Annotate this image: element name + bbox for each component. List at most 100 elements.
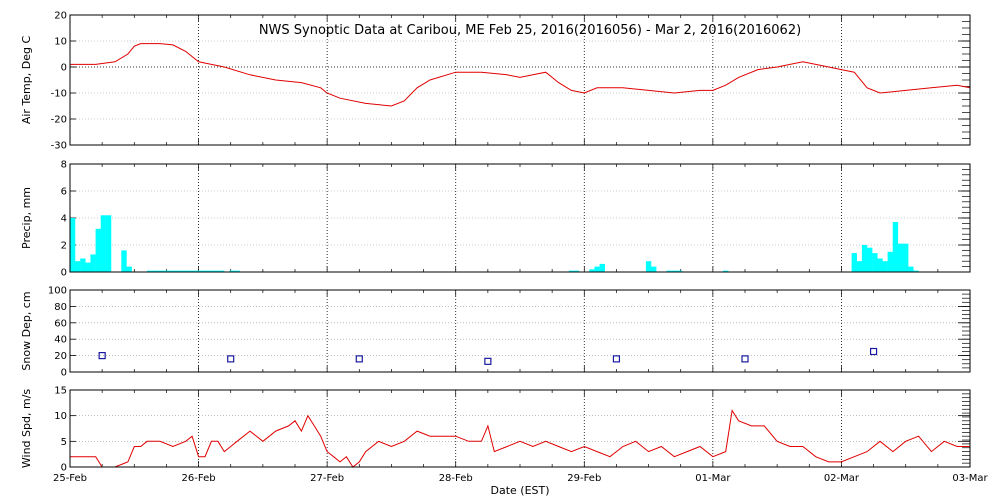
precip-bar <box>198 270 204 272</box>
precip-bar <box>213 270 220 272</box>
precip-bar <box>671 270 677 272</box>
snow-panel: 0 20 40 60 80 100 Snow Dep, cm <box>20 286 971 379</box>
snow-y-tick-label: 0 <box>61 368 67 379</box>
precip-bar <box>157 270 163 272</box>
temp-frame <box>69 14 971 146</box>
precip-bar <box>229 270 235 272</box>
precip-bar <box>573 270 580 272</box>
precip-bar <box>913 270 919 272</box>
snow-depth-marker <box>355 355 363 363</box>
snow-y-tick-label: 80 <box>54 302 67 313</box>
wind-y-tick-label: 0 <box>61 463 67 474</box>
precip-bar <box>188 270 194 272</box>
precip-y-tick-label: 0 <box>61 268 67 279</box>
precip-y-tick-label: 4 <box>61 214 67 225</box>
x-tick-label: 29-Feb <box>567 473 601 484</box>
snow-depth-marker <box>869 347 878 356</box>
wind-frame <box>69 389 971 468</box>
snow-frame <box>69 289 971 373</box>
wind-y-tick-label: 10 <box>54 411 67 422</box>
precip-bar <box>75 261 81 272</box>
precip-bar <box>861 245 868 272</box>
precip-bar <box>121 250 127 272</box>
precip-bar <box>568 270 575 272</box>
precip-bar <box>887 251 893 272</box>
temp-y-tick-label: 20 <box>54 11 67 22</box>
x-tick-label: 28-Feb <box>439 473 473 484</box>
precip-bar <box>599 263 605 272</box>
precip-panel: 0 2 4 6 8 Precip, mm <box>20 160 971 279</box>
precip-bar <box>193 270 199 272</box>
precip-bar <box>908 266 914 272</box>
precip-bar <box>666 270 672 272</box>
x-axis-tick-labels: 25-Feb 26-Feb 27-Feb 28-Feb 29-Feb 01-Mar 02-M… <box>53 473 989 484</box>
snow-depth-marker <box>484 357 492 365</box>
x-tick-label: 03-Mar <box>952 473 988 484</box>
precip-bar <box>100 215 107 272</box>
precip-bar <box>892 222 899 272</box>
wind-series-line <box>70 409 970 468</box>
temp-panel: -30 -20 -10 0 10 20 Air Temp, Deg C <box>20 11 971 152</box>
temp-y-axis-label: Air Temp, Deg C <box>20 36 33 125</box>
temp-y-tick-label: -10 <box>51 89 67 100</box>
precip-bar <box>867 247 873 272</box>
snow-depth-marker <box>612 355 621 363</box>
precip-bar <box>676 270 683 272</box>
snow-depth-marker <box>98 352 106 360</box>
precip-bar <box>589 269 595 272</box>
wind-y-axis-label: Wind Spd, m/s <box>20 389 33 469</box>
precip-y-tick-label: 6 <box>61 187 67 198</box>
x-tick-label: 27-Feb <box>310 473 344 484</box>
precip-bar <box>856 261 863 272</box>
wind-y-tick-label: 5 <box>61 437 67 448</box>
precip-y-tick-label: 2 <box>61 241 67 252</box>
snow-depth-marker <box>227 355 235 363</box>
x-axis-label: Date (EST) <box>490 484 549 497</box>
precip-bar <box>651 266 657 272</box>
wind-panel: 0 5 10 15 Wind Spd, m/s <box>20 386 971 474</box>
snow-depth-marker <box>741 355 749 363</box>
precip-bar <box>723 270 729 272</box>
precip-bar <box>594 266 600 272</box>
snow-y-axis-label: Snow Dep, cm <box>20 291 33 370</box>
precip-bar <box>203 270 209 272</box>
precip-bar <box>85 262 91 272</box>
precip-bar <box>219 270 225 272</box>
chart-panels: -30 -20 -10 0 10 20 Air Temp, Deg C 0 2 4 6 8 Precip… <box>20 11 971 474</box>
temp-series-line <box>70 43 971 107</box>
precip-bar <box>167 270 173 272</box>
precip-bar <box>80 258 86 272</box>
precip-bar <box>147 270 153 272</box>
snow-y-tick-label: 100 <box>48 286 67 297</box>
precip-bar <box>95 228 101 272</box>
precip-bar <box>645 261 652 272</box>
wind-y-tick-label: 15 <box>54 386 67 397</box>
precip-bar <box>126 266 132 272</box>
precip-bar <box>897 243 904 272</box>
x-tick-label: 25-Feb <box>53 473 87 484</box>
precip-bar <box>903 243 909 272</box>
temp-y-tick-label: -20 <box>51 115 67 126</box>
precip-bar <box>162 270 168 272</box>
chart-title: NWS Synoptic Data at Caribou, ME Feb 25,… <box>259 23 801 38</box>
precip-bar <box>152 270 158 272</box>
precip-bar <box>90 254 96 272</box>
x-tick-label: 02-Mar <box>824 473 860 484</box>
precip-bar <box>872 253 878 272</box>
temp-y-tick-label: 0 <box>61 63 67 74</box>
precip-bar <box>234 270 240 272</box>
precip-y-axis-label: Precip, mm <box>20 187 33 249</box>
precip-bar <box>69 218 76 272</box>
precip-frame <box>69 163 971 273</box>
precip-bar <box>877 258 883 272</box>
temp-y-tick-label: -30 <box>51 141 67 152</box>
snow-y-tick-label: 40 <box>54 335 67 346</box>
x-tick-label: 26-Feb <box>182 473 216 484</box>
temp-y-tick-label: 10 <box>54 37 67 48</box>
precip-bar <box>172 270 179 272</box>
precip-bar <box>183 270 189 272</box>
snow-y-tick-label: 20 <box>54 351 67 362</box>
precip-bar <box>882 261 888 272</box>
x-tick-label: 01-Mar <box>695 473 731 484</box>
